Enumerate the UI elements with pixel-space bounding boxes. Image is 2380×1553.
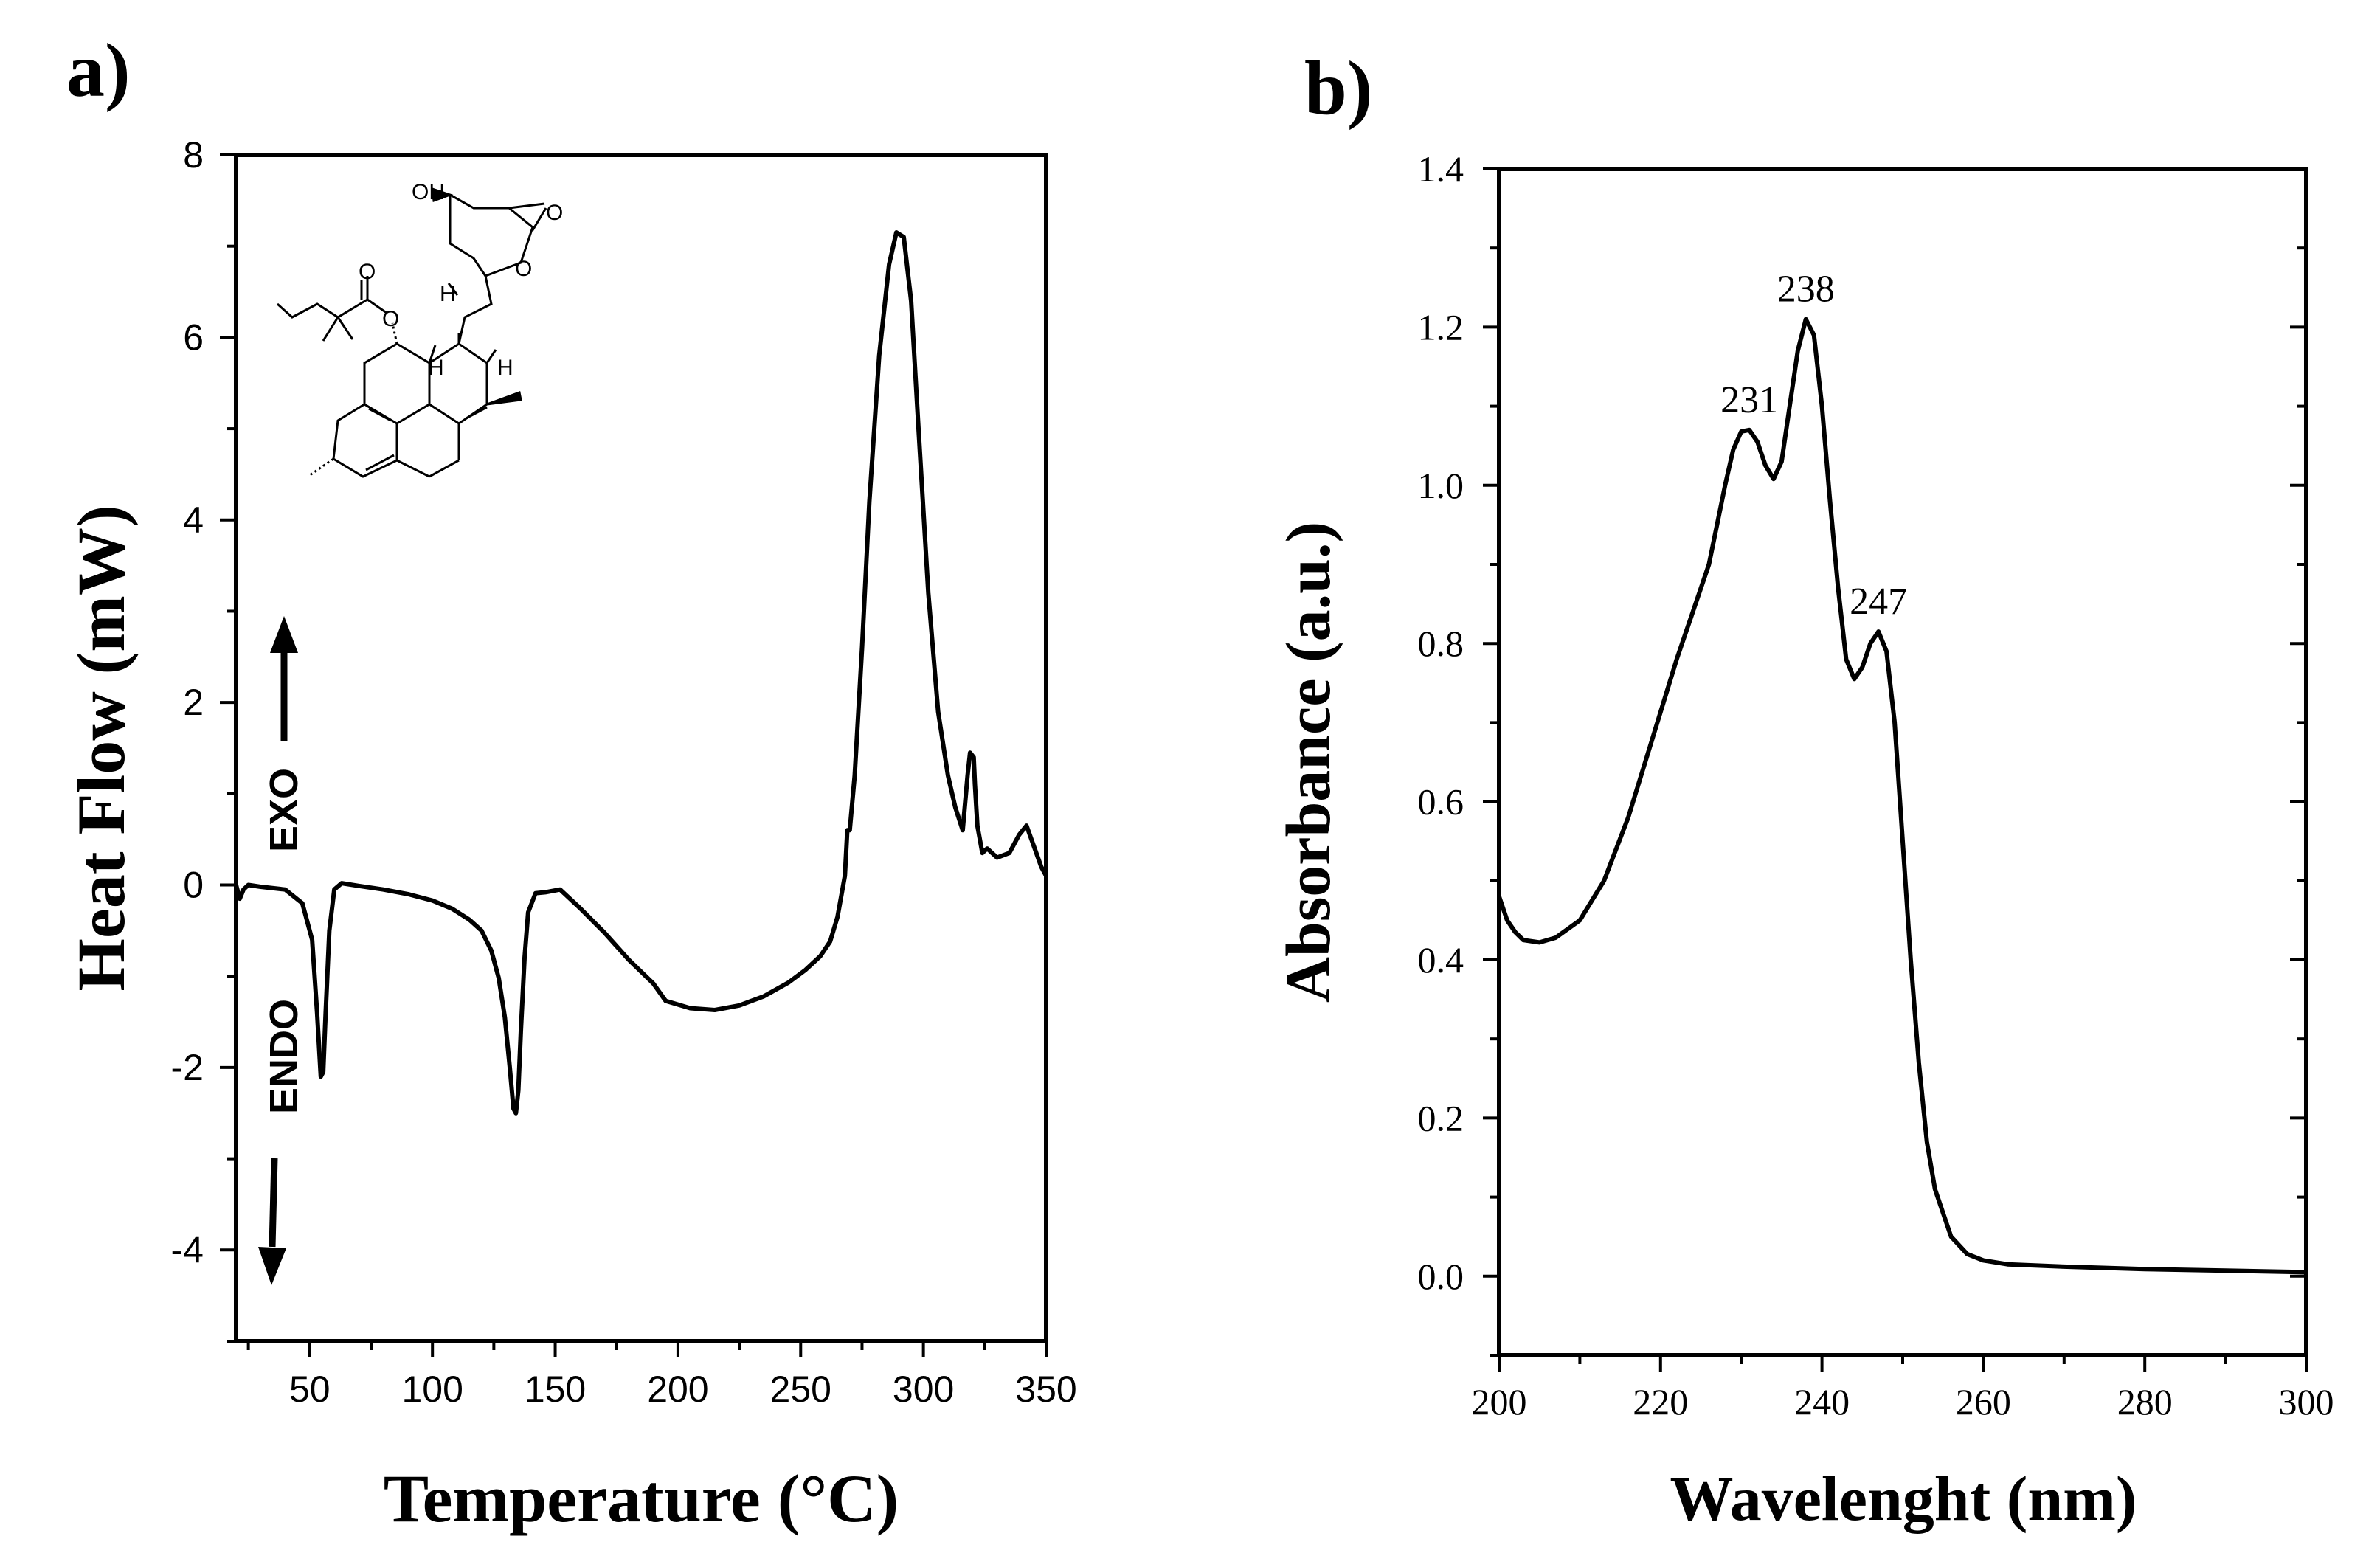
series-line — [234, 230, 1048, 1116]
molecule-o-label: O — [546, 201, 563, 225]
x-tick-label: 240 — [1794, 1381, 1850, 1422]
panel-a-series — [234, 230, 1048, 1116]
peak-label: 231 — [1720, 379, 1778, 421]
y-tick-label: -4 — [171, 1229, 204, 1270]
y-tick-label: 1.2 — [1418, 306, 1464, 347]
series-line — [1497, 317, 2308, 1275]
panel-b-peak-labels: 231 238 247 — [1720, 269, 1907, 623]
x-tick-label: 250 — [770, 1369, 831, 1410]
panel-b-y-axis-title: Absorbance (a.u.) — [1273, 522, 1343, 1003]
molecule-h-label: H — [497, 356, 513, 380]
panel-b-x-axis-title: Wavelenght (nm) — [1670, 1463, 2137, 1534]
molecule-structure-inset — [276, 187, 547, 478]
y-tick-label: 0.8 — [1418, 623, 1464, 664]
x-tick-label: 260 — [1956, 1381, 2011, 1422]
panel-a-y-axis-title: Heat Flow (mW) — [63, 505, 139, 991]
y-tick-label: -2 — [171, 1047, 204, 1088]
panel-a-plot-frame — [234, 153, 1048, 1343]
x-tick-label: 200 — [647, 1369, 708, 1410]
panel-b-label: b) — [1304, 46, 1372, 131]
y-tick-label: 1.4 — [1418, 148, 1464, 190]
x-tick-label: 350 — [1015, 1369, 1076, 1410]
panel-b-series — [1497, 317, 2308, 1275]
panel-a-x-axis-title: Temperature (°C) — [384, 1461, 899, 1536]
molecule-o-label: O — [382, 307, 399, 331]
x-tick-label: 100 — [401, 1369, 463, 1410]
endo-label: ENDO — [262, 999, 306, 1114]
molecule-atom-labels: OH O O O O H H H — [359, 180, 563, 380]
x-tick-label: 300 — [2279, 1381, 2334, 1422]
y-tick-label: 1.0 — [1418, 465, 1464, 506]
y-tick-label: 8 — [183, 134, 204, 176]
y-tick-label: 0 — [183, 865, 204, 906]
endo-down-arrow-icon — [258, 1158, 286, 1285]
y-tick-label: 6 — [183, 317, 204, 358]
panel-b-plot-frame — [1497, 167, 2308, 1357]
exo-label: EXO — [262, 768, 306, 852]
molecule-h-label: H — [428, 356, 444, 380]
panel-a-dsc-chart: a) 50 100 150 200 250 300 350 -4 -2 0 2 4 6 8 Tempera… — [63, 28, 1077, 1536]
x-tick-label: 220 — [1633, 1381, 1688, 1422]
y-tick-label: 2 — [183, 682, 204, 723]
panel-b-uv-chart: b) 200 220 240 260 280 300 0.0 0.2 0.4 0.6 0.8 1.0 1… — [1273, 46, 2334, 1534]
peak-label: 247 — [1850, 581, 1907, 623]
panel-a-tick-labels: 50 100 150 200 250 300 350 -4 -2 0 2 4 6 8 — [171, 134, 1077, 1410]
panel-b-tick-labels: 200 220 240 260 280 300 0.0 0.2 0.4 0.6 0.8 1.0 1.2 1… — [1418, 148, 2334, 1422]
y-tick-label: 0.2 — [1418, 1097, 1464, 1138]
molecule-h-label: H — [440, 282, 456, 306]
exo-up-arrow-icon — [270, 616, 298, 741]
x-tick-label: 300 — [893, 1369, 954, 1410]
molecule-o-label: O — [359, 260, 376, 284]
x-tick-label: 150 — [525, 1369, 586, 1410]
x-tick-label: 200 — [1472, 1381, 1527, 1422]
y-tick-label: 4 — [183, 499, 204, 541]
molecule-oh-label: OH — [412, 180, 445, 204]
y-tick-label: 0.0 — [1418, 1256, 1464, 1297]
peak-label: 238 — [1777, 269, 1835, 311]
y-tick-label: 0.4 — [1418, 939, 1464, 980]
x-tick-label: 280 — [2117, 1381, 2173, 1422]
x-tick-label: 50 — [289, 1369, 331, 1410]
y-tick-label: 0.6 — [1418, 781, 1464, 823]
molecule-o-label: O — [515, 257, 532, 281]
panel-a-label: a) — [66, 28, 131, 113]
